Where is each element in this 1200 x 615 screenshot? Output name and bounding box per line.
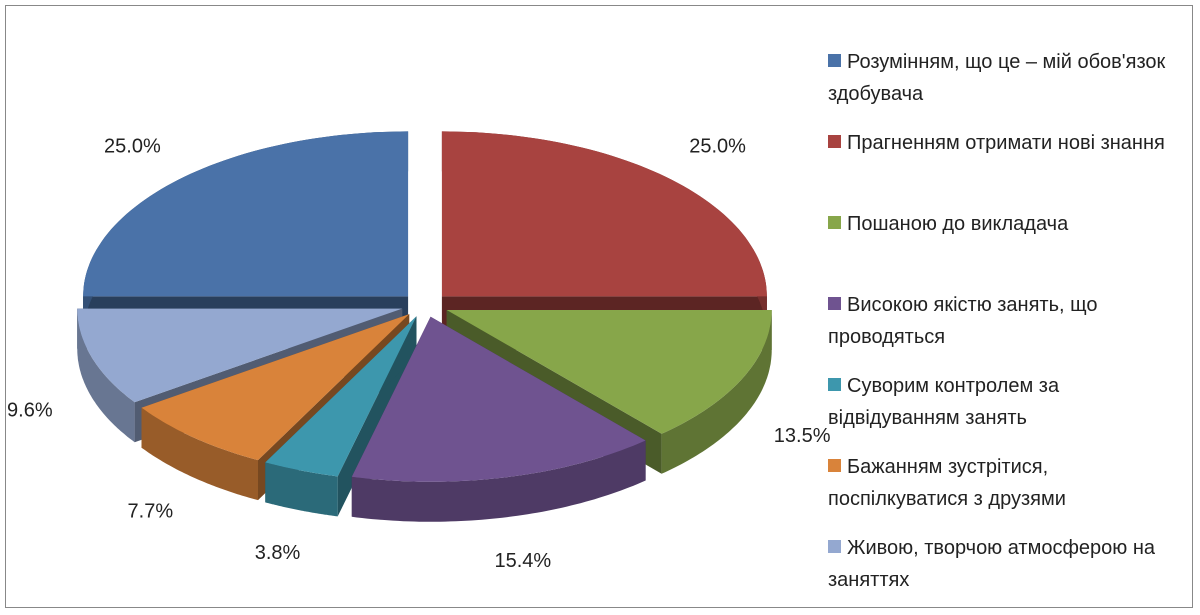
- legend-label: Живою, творчою атмосферою на заняттях: [828, 537, 1156, 591]
- data-label: 9.6%: [7, 400, 53, 422]
- legend-swatch: [828, 378, 841, 391]
- legend-item: Живою, творчою атмосферою на заняттях: [828, 532, 1193, 596]
- legend-label: Пошаною до викладача: [847, 213, 1069, 235]
- slice-wall: [77, 308, 135, 443]
- data-label: 13.5%: [774, 425, 831, 447]
- slice-wall: [141, 407, 258, 501]
- slice: [441, 131, 767, 297]
- legend-label: Суворим контролем за відвідуванням занят…: [828, 375, 1060, 429]
- slice: [141, 314, 410, 461]
- slice: [351, 316, 646, 522]
- legend-item: Пошаною до викладача: [828, 208, 1193, 240]
- data-label: 3.8%: [255, 542, 301, 564]
- slice: [77, 308, 403, 403]
- legend-swatch: [828, 54, 841, 67]
- legend-label: Прагненням отримати нові знання: [847, 132, 1165, 154]
- legend-swatch: [828, 135, 841, 148]
- data-label: 25.0%: [689, 135, 746, 157]
- slice: [83, 131, 409, 337]
- legend-item: Високою якістю занять, що проводяться: [828, 289, 1193, 353]
- legend-label: Бажанням зустрітися, поспілкуватися з др…: [828, 456, 1066, 510]
- data-label: 15.4%: [495, 550, 552, 572]
- legend-swatch: [828, 459, 841, 472]
- legend-swatch: [828, 540, 841, 553]
- legend-item: Розумінням, що це – мій обов'язок здобув…: [828, 46, 1193, 110]
- slice: [446, 310, 772, 434]
- slice-wall: [265, 462, 338, 517]
- legend-swatch: [828, 216, 841, 229]
- legend-label: Розумінням, що це – мій обов'язок здобув…: [828, 51, 1166, 105]
- data-label: 25.0%: [104, 135, 161, 157]
- slice-wall: [351, 440, 646, 522]
- slice-wall: [661, 310, 772, 474]
- slice: [265, 316, 417, 477]
- data-label: 7.7%: [128, 500, 174, 522]
- slice: [83, 131, 409, 297]
- legend-item: Бажанням зустрітися, поспілкуватися з др…: [828, 451, 1193, 515]
- legend-item: Прагненням отримати нові знання: [828, 127, 1193, 159]
- legend-item: Суворим контролем за відвідуванням занят…: [828, 370, 1193, 434]
- slice: [351, 316, 646, 482]
- legend-swatch: [828, 297, 841, 310]
- chart-frame: [5, 5, 1193, 608]
- slice: [441, 131, 767, 337]
- legend-label: Високою якістю занять, що проводяться: [828, 294, 1098, 348]
